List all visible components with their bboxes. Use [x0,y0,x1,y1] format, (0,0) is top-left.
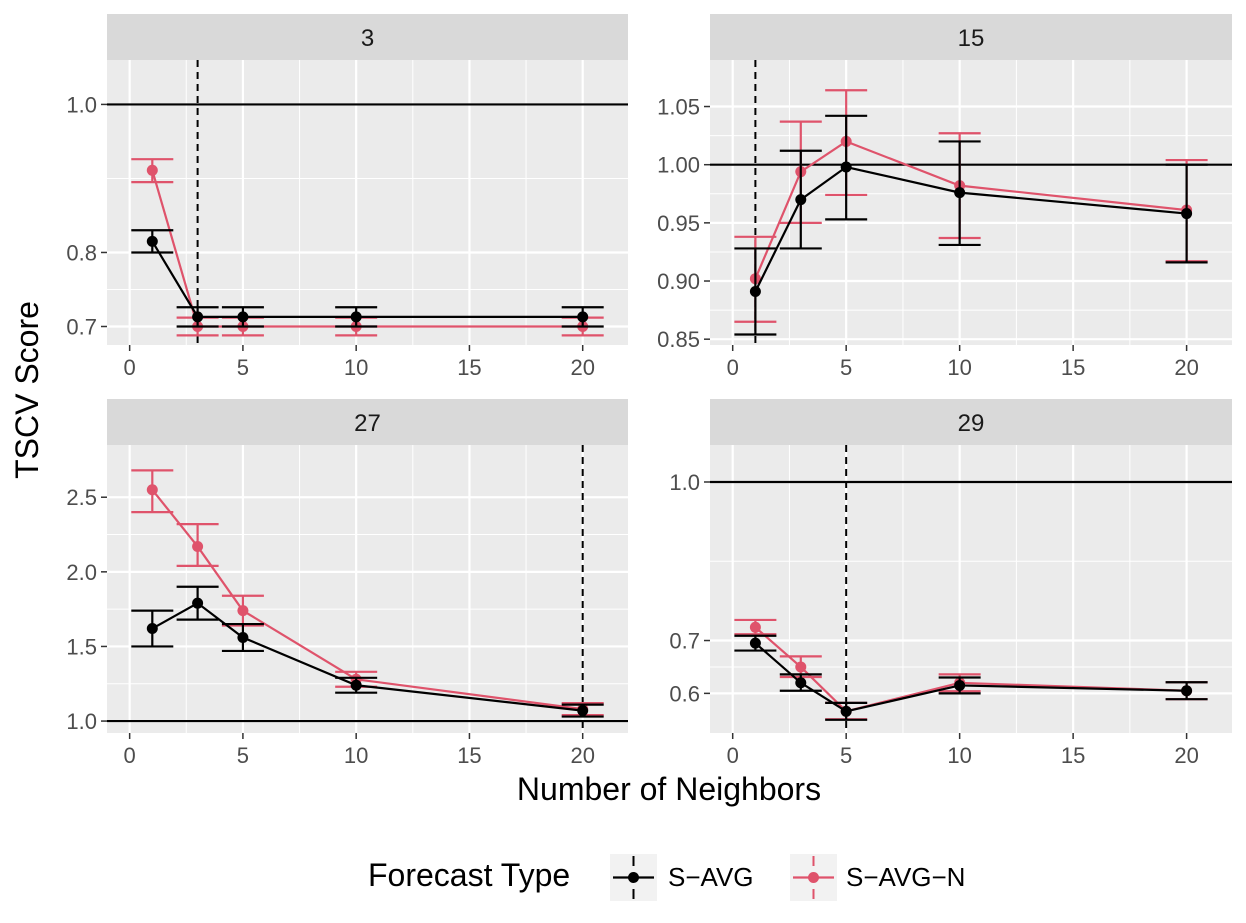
x-tick-label: 5 [840,743,852,768]
x-tick-label: 0 [124,743,136,768]
x-tick-label: 15 [1061,355,1085,380]
data-point [795,194,807,206]
x-tick-label: 20 [570,355,594,380]
y-tick-label: 1.0 [669,470,700,495]
plot-area [710,60,1232,345]
x-tick-label: 5 [237,355,249,380]
x-tick-label: 20 [570,743,594,768]
y-tick-label: 1.00 [657,153,700,178]
series-s-avg [734,634,1208,721]
y-tick-label: 1.0 [66,92,97,117]
data-point [237,605,249,617]
facet-strip-label: 27 [354,410,381,437]
x-tick-label: 15 [1061,743,1085,768]
x-tick-label: 10 [947,743,971,768]
x-tick-label: 10 [344,355,368,380]
legend-title: Forecast Type [368,857,570,893]
legend-label: S−AVG−N [846,862,965,892]
facet-strip [107,14,628,60]
data-point [146,484,158,496]
data-point [840,705,852,717]
y-tick-label: 0.95 [657,211,700,236]
data-point [954,187,966,199]
data-point [577,705,589,717]
facet-strip [107,399,628,445]
data-point [192,540,204,552]
data-point [840,161,852,173]
y-axis-title: TSCV Score [9,301,45,479]
data-point [146,623,158,635]
x-axis-title: Number of Neighbors [517,771,821,807]
facet-panel-29: 29 0 5 10 15 20 0.6 0.7 1.0 [669,399,1232,768]
x-tick-label: 10 [947,355,971,380]
legend-label: S−AVG [668,862,754,892]
facet-strip-label: 3 [361,25,374,52]
x-tick-label: 20 [1174,743,1198,768]
data-point [749,621,761,633]
y-tick-label: 2.5 [66,485,97,510]
data-point [749,285,761,297]
data-point [1181,208,1193,220]
legend-key-point [628,872,639,883]
x-tick-label: 0 [124,355,136,380]
data-point [795,661,807,673]
series-s-avg [131,585,604,718]
legend-item-s-avg-n: S−AVG−N [790,854,965,901]
facet-panel-3: 3 0 5 10 15 20 0.7 0.8 1.0 [66,14,628,380]
data-point [350,679,362,691]
legend: Forecast Type S−AVG S−AVG−N [368,854,965,901]
y-tick-label: 0.8 [66,240,97,265]
x-tick-label: 15 [457,355,481,380]
facet-strip-label: 15 [958,25,985,52]
data-point [749,637,761,649]
x-tick-label: 15 [457,743,481,768]
series-s-avg [734,114,1208,336]
x-tick-label: 5 [237,743,249,768]
y-tick-label: 1.0 [66,709,97,734]
data-point [1181,685,1193,697]
data-point [954,679,966,691]
plot-area [107,445,628,733]
facet-strip [710,14,1232,60]
legend-key-point [808,872,819,883]
facet-strip-label: 29 [958,410,985,437]
data-point [350,311,362,323]
y-tick-label: 0.90 [657,269,700,294]
y-tick-label: 0.85 [657,327,700,352]
data-point [192,311,204,323]
legend-keys: S−AVG S−AVG−N [610,854,965,901]
series-s-avg [131,229,604,328]
plot-area [710,445,1232,733]
y-tick-label: 1.05 [657,95,700,120]
y-tick-label: 1.5 [66,634,97,659]
facet-panel-15: 15 0 5 10 15 20 0.85 0.90 0.95 1.00 1.05 [657,14,1232,380]
data-point [237,631,249,643]
facet-panel-27: 27 0 5 10 15 20 1.0 1.5 2.0 2.5 [66,399,628,768]
y-tick-label: 0.7 [669,629,700,654]
panel-background [107,60,628,345]
data-point [146,235,158,247]
x-tick-label: 5 [840,355,852,380]
facet-panels: 3 0 5 10 15 20 0.7 0.8 1.0 15 0 5 10 15 20 0.85 0.90 0.95… [66,14,1232,768]
facet-strip [710,399,1232,445]
x-tick-label: 20 [1174,355,1198,380]
y-tick-label: 2.0 [66,560,97,585]
data-point [146,164,158,176]
data-point [192,597,204,609]
x-tick-label: 10 [344,743,368,768]
y-tick-label: 0.7 [66,314,97,339]
plot-area [107,60,628,345]
data-point [577,311,589,323]
data-point [237,311,249,323]
panel-background [107,445,628,733]
legend-item-s-avg: S−AVG [610,854,754,901]
y-tick-label: 0.6 [669,681,700,706]
data-point [795,677,807,689]
x-tick-label: 0 [727,743,739,768]
x-tick-label: 0 [727,355,739,380]
